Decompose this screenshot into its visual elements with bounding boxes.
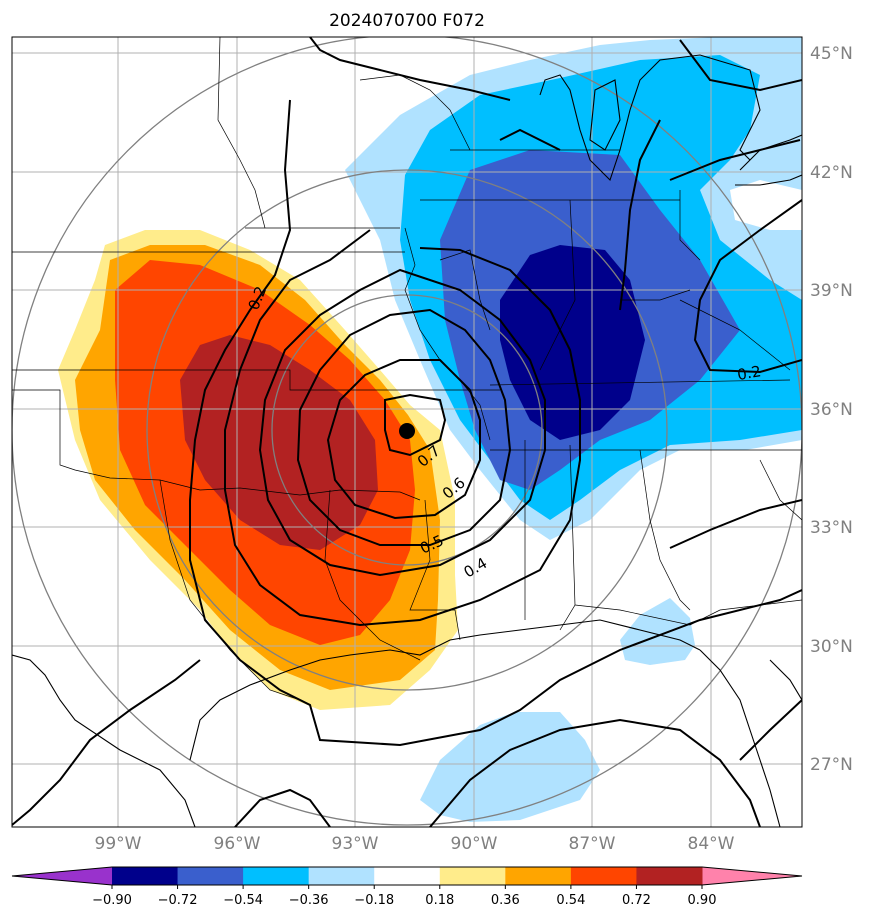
- lon-label: 93°W: [332, 834, 379, 854]
- lat-label: 27°N: [810, 755, 853, 775]
- map-title: 2024070700 F072: [329, 11, 485, 31]
- point-marker: [399, 423, 415, 439]
- colorbar-segment: [374, 867, 441, 885]
- map-frame: [11, 36, 803, 828]
- longitude-labels: 99°W 96°W 93°W 90°W 87°W 84°W: [95, 834, 735, 854]
- colorbar-tick-label: −0.72: [158, 893, 198, 908]
- lat-label: 39°N: [810, 281, 853, 301]
- colorbar-segment: [570, 867, 637, 885]
- negative-anomaly-field: [345, 37, 802, 822]
- contour-lines: [12, 37, 802, 827]
- lon-label: 99°W: [95, 834, 142, 854]
- positive-anomaly-field: [58, 230, 458, 710]
- latitude-labels: 45°N 42°N 39°N 36°N 33°N 30°N 27°N: [810, 44, 853, 775]
- contour-label: 0.4: [461, 554, 491, 582]
- colorbar-tick-label: 0.36: [491, 893, 520, 908]
- lon-label: 84°W: [688, 834, 735, 854]
- colorbar-tick-label: −0.18: [354, 893, 394, 908]
- lat-label: 36°N: [810, 400, 853, 420]
- contour-label: 0.2: [736, 362, 763, 384]
- lon-label: 90°W: [451, 834, 498, 854]
- colorbar-tick-label: 0.54: [556, 893, 585, 908]
- colorbar-segment: [308, 867, 375, 885]
- colorbar-tick-label: 0.18: [425, 893, 454, 908]
- colorbar: −0.90 −0.72 −0.54 −0.36 −0.18 0.18 0.36 0.54 0.7…: [11, 866, 803, 908]
- colorbar-tick-label: 0.72: [622, 893, 651, 908]
- map-area: [12, 37, 802, 827]
- lat-label: 42°N: [810, 163, 853, 183]
- colorbar-extend-high: [702, 867, 802, 885]
- gridlines: [12, 37, 802, 827]
- colorbar-extend-low: [12, 867, 112, 885]
- lon-label: 96°W: [214, 834, 261, 854]
- colorbar-tick-label: 0.90: [688, 893, 717, 908]
- colorbar-segment: [636, 867, 703, 885]
- colorbar-segment: [112, 867, 179, 885]
- colorbar-segment: [505, 867, 572, 885]
- colorbar-segment: [439, 867, 506, 885]
- colorbar-segment: [243, 867, 310, 885]
- colorbar-tick-label: −0.36: [289, 893, 329, 908]
- lat-label: 45°N: [810, 44, 853, 64]
- lat-label: 33°N: [810, 518, 853, 538]
- lon-label: 87°W: [569, 834, 616, 854]
- lat-label: 30°N: [810, 637, 853, 657]
- colorbar-tick-label: −0.90: [92, 893, 132, 908]
- coastlines: [12, 54, 802, 827]
- colorbar-segment: [177, 867, 244, 885]
- colorbar-tick-label: −0.54: [223, 893, 263, 908]
